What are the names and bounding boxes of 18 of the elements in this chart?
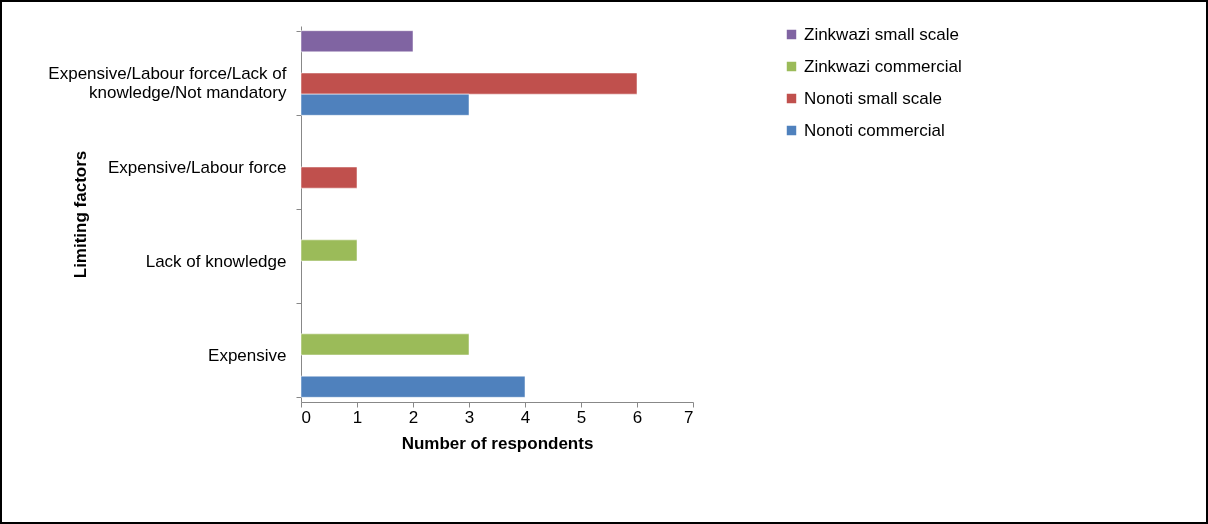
legend-label: Zinkwazi commercial [804, 56, 962, 76]
y-tick-label: Expensive/Labour force/Lack of knowledge/Not mandatory [48, 63, 287, 102]
x-tick-label: 6 [632, 407, 643, 427]
x-axis-title: Number of respondents [401, 433, 594, 453]
y-tick-label: Lack of knowledge [145, 251, 287, 271]
legend-label: Nonoti small scale [804, 88, 942, 108]
y-axis-title: Limiting factors [70, 150, 90, 279]
legend-label: Nonoti commercial [804, 120, 945, 140]
x-tick-label: 5 [576, 407, 587, 427]
legend-label: Zinkwazi small scale [804, 24, 959, 44]
x-tick-label: 3 [464, 407, 475, 427]
x-tick-label: 7 [684, 407, 694, 427]
x-tick-label: 1 [352, 407, 363, 427]
x-tick-label: 2 [408, 407, 419, 427]
y-tick-label: Expensive [208, 345, 287, 365]
x-tick-label: 4 [520, 407, 531, 427]
y-tick-label: Expensive/Labour force [107, 157, 287, 177]
x-tick-label: 0 [301, 407, 311, 427]
